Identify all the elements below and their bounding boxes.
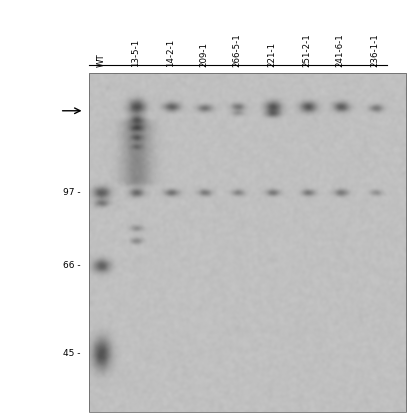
Text: 14-2-1: 14-2-1 — [166, 38, 176, 67]
Text: 221-1: 221-1 — [267, 42, 276, 67]
Text: 97 -: 97 - — [63, 188, 80, 197]
Bar — [89, 73, 406, 412]
Text: 66 -: 66 - — [63, 261, 80, 270]
Text: 266-5-1: 266-5-1 — [232, 33, 241, 67]
Text: 13-5-1: 13-5-1 — [131, 38, 140, 67]
Bar — [0, 0, 412, 73]
Text: 241-6-1: 241-6-1 — [335, 33, 344, 67]
Bar — [406, 0, 412, 418]
Text: 236-1-1: 236-1-1 — [370, 33, 379, 67]
Text: WT: WT — [96, 53, 105, 67]
Bar — [0, 412, 412, 418]
Text: 251-2-1: 251-2-1 — [302, 33, 311, 67]
Text: 209-1: 209-1 — [199, 42, 208, 67]
Bar — [0, 0, 89, 418]
Text: 45 -: 45 - — [63, 349, 80, 358]
